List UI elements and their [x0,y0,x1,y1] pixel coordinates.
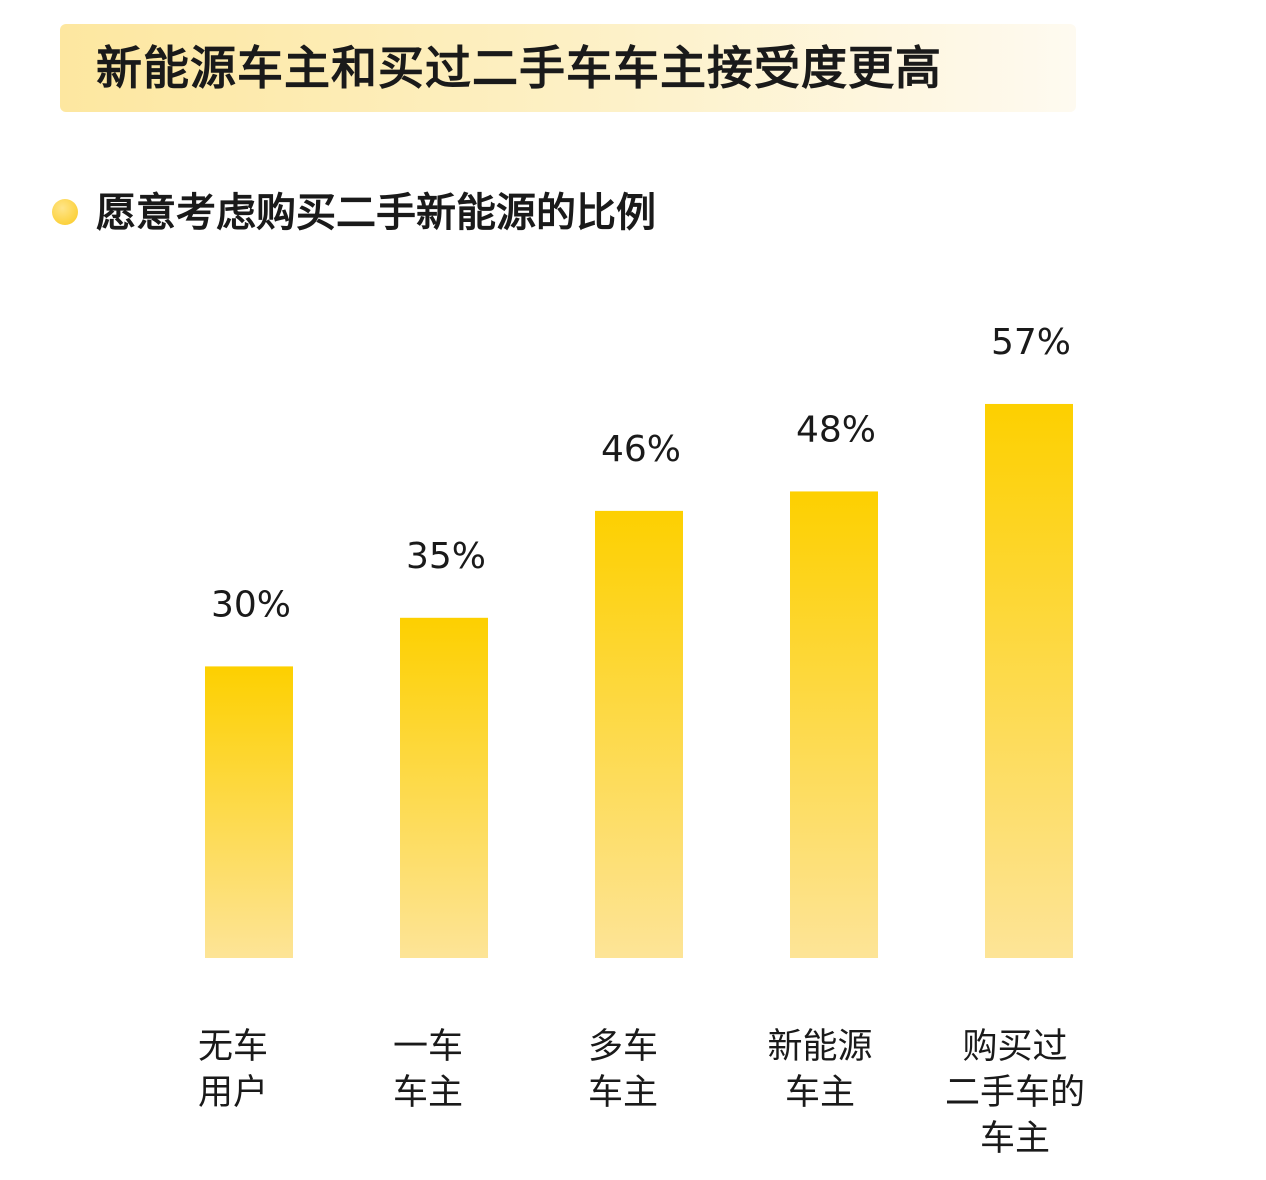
category-label-line: 一车 [393,1027,463,1067]
bar-2 [595,510,683,958]
labels-layer: 30%无车用户35%一车车主46%多车车主48%新能源车主57%购买过二手车的车… [198,322,1085,1159]
category-label-line: 购买过 [962,1027,1067,1067]
category-label-line: 多车 [588,1027,658,1067]
bar-1 [400,617,488,958]
category-label-2: 多车车主 [588,1027,658,1113]
page-title: 新能源车主和买过二手车车主接受度更高 [96,41,942,95]
value-label-0: 30% [211,584,291,625]
bar-4 [985,403,1073,959]
value-label-3: 48% [796,409,876,450]
category-label-line: 二手车的 [945,1073,1085,1113]
bar-3 [790,491,878,958]
category-label-1: 一车车主 [393,1027,463,1113]
category-label-line: 车主 [588,1073,658,1113]
bar-0 [205,666,293,958]
bullet-dot-icon [52,199,78,225]
category-label-line: 车主 [393,1073,463,1113]
chart-subtitle: 愿意考虑购买二手新能源的比例 [96,190,656,236]
category-label-line: 用户 [198,1073,268,1113]
value-label-1: 35% [406,536,486,577]
category-label-3: 新能源车主 [767,1027,872,1113]
value-label-2: 46% [601,429,681,470]
value-label-4: 57% [991,322,1071,363]
category-label-line: 新能源 [767,1027,872,1067]
category-label-line: 车主 [785,1073,855,1113]
category-label-line: 车主 [980,1119,1050,1159]
bars-layer [205,403,1073,959]
title-banner: 新能源车主和买过二手车车主接受度更高 [60,24,1076,112]
category-label-0: 无车用户 [198,1027,268,1113]
category-label-4: 购买过二手车的车主 [945,1027,1085,1159]
category-label-line: 无车 [198,1027,268,1067]
